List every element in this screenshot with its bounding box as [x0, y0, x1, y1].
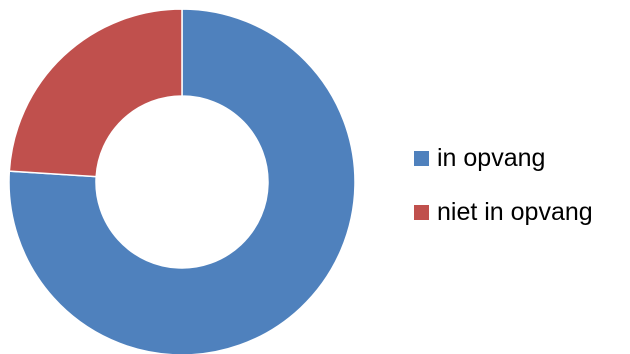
legend-swatch-niet-in-opvang	[414, 204, 429, 220]
legend-item-in-opvang: in opvang	[414, 143, 593, 173]
legend-swatch-in-opvang	[414, 150, 429, 166]
legend-item-niet-in-opvang: niet in opvang	[414, 197, 593, 227]
doughnut-slices	[8, 8, 356, 354]
legend-label-in-opvang: in opvang	[437, 144, 546, 172]
legend-label-niet-in-opvang: niet in opvang	[437, 198, 593, 226]
doughnut-chart	[8, 8, 356, 354]
slice-in-opvang	[8, 8, 356, 354]
legend: in opvang niet in opvang	[414, 143, 593, 251]
slice-niet-in-opvang	[8, 8, 183, 178]
